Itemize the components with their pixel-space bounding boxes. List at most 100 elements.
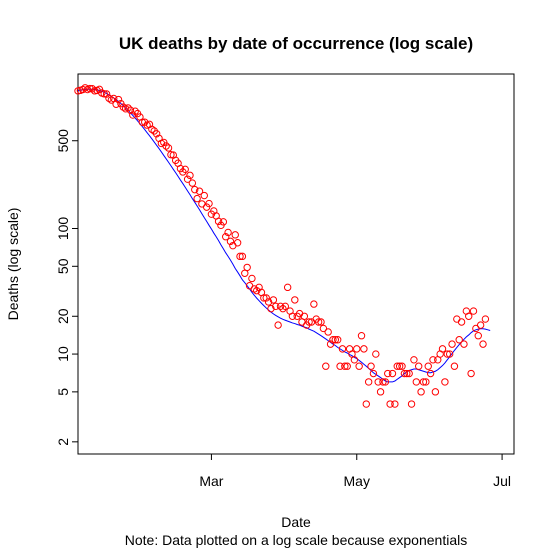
x-tick-label: Mar xyxy=(199,473,223,489)
data-point xyxy=(205,199,213,208)
data-point xyxy=(448,340,456,348)
data-point xyxy=(460,340,468,348)
x-axis-label: Date xyxy=(281,514,311,530)
data-point xyxy=(374,378,382,386)
y-tick-label: 2 xyxy=(55,438,71,446)
y-tick-label: 50 xyxy=(55,258,71,274)
data-point xyxy=(86,84,94,93)
data-point xyxy=(469,307,478,315)
data-point xyxy=(376,388,385,396)
data-point xyxy=(274,321,282,329)
x-tick-label: Jul xyxy=(493,473,511,489)
data-point xyxy=(338,345,347,353)
data-point xyxy=(112,100,120,108)
data-point xyxy=(114,95,123,104)
data-point xyxy=(481,315,490,323)
data-point xyxy=(279,304,287,313)
data-point xyxy=(219,218,228,226)
data-point xyxy=(410,356,418,364)
data-point xyxy=(403,369,411,378)
data-point xyxy=(322,362,330,370)
data-point xyxy=(231,231,239,239)
data-point xyxy=(186,171,194,180)
data-point xyxy=(362,400,370,408)
data-point xyxy=(272,302,280,311)
data-point xyxy=(415,362,423,370)
data-point xyxy=(79,85,87,94)
data-point xyxy=(393,362,401,370)
data-point xyxy=(200,191,208,200)
data-point xyxy=(267,304,275,313)
y-axis-label: Deaths (log scale) xyxy=(5,208,21,321)
data-point xyxy=(181,165,189,174)
x-axis: Mar May Jul xyxy=(199,454,511,489)
data-point xyxy=(164,144,173,152)
data-point xyxy=(236,252,244,261)
data-point xyxy=(336,362,344,370)
data-point xyxy=(291,296,299,304)
data-point xyxy=(372,350,380,358)
data-point xyxy=(407,400,416,408)
data-point xyxy=(424,362,432,370)
data-point xyxy=(250,285,259,293)
data-point xyxy=(288,312,297,320)
data-point xyxy=(422,378,430,386)
data-point xyxy=(455,336,463,344)
data-point xyxy=(369,369,378,378)
data-point xyxy=(310,300,318,308)
data-point xyxy=(357,332,366,340)
data-point xyxy=(329,336,337,344)
data-point xyxy=(429,356,437,364)
data-point xyxy=(341,362,349,370)
y-tick-label: 10 xyxy=(55,346,71,362)
data-point xyxy=(152,130,161,138)
data-point xyxy=(476,321,485,329)
data-point xyxy=(281,302,289,311)
data-point xyxy=(343,362,351,370)
data-point xyxy=(431,388,440,396)
data-point xyxy=(305,318,313,326)
data-point xyxy=(102,90,111,98)
data-point xyxy=(283,283,292,292)
y-axis: 2 5 10 20 50 100 500 xyxy=(55,129,78,446)
data-point xyxy=(445,350,454,358)
data-point xyxy=(100,90,108,98)
data-point xyxy=(405,369,413,378)
data-point xyxy=(450,362,459,370)
data-point xyxy=(419,378,428,386)
data-point xyxy=(191,185,199,194)
data-point xyxy=(248,274,256,283)
data-point xyxy=(119,103,127,111)
data-point xyxy=(441,378,449,386)
data-point xyxy=(381,378,390,386)
chart-title: UK deaths by date of occurrence (log sca… xyxy=(119,34,473,53)
data-point xyxy=(193,194,201,203)
data-point xyxy=(95,85,104,94)
plot-area xyxy=(77,73,515,455)
death-points-series xyxy=(74,84,490,408)
data-point xyxy=(129,111,137,119)
y-tick-label: 500 xyxy=(55,129,71,153)
data-point xyxy=(195,187,204,195)
data-point xyxy=(331,336,340,344)
data-point xyxy=(188,179,197,187)
data-point xyxy=(412,378,421,386)
data-point xyxy=(148,125,156,133)
data-point xyxy=(324,328,332,336)
data-point xyxy=(384,369,392,378)
data-point xyxy=(105,94,113,102)
data-point xyxy=(474,332,482,340)
data-point xyxy=(162,142,170,150)
data-point xyxy=(131,107,139,115)
data-point xyxy=(379,378,387,386)
data-point xyxy=(467,369,475,378)
data-point xyxy=(417,388,425,396)
y-tick-label: 100 xyxy=(55,217,71,241)
data-point xyxy=(238,252,247,261)
data-point xyxy=(360,345,368,353)
data-point xyxy=(214,217,223,226)
y-tick-label: 20 xyxy=(55,308,71,324)
data-point xyxy=(457,318,466,326)
data-point xyxy=(124,104,132,112)
